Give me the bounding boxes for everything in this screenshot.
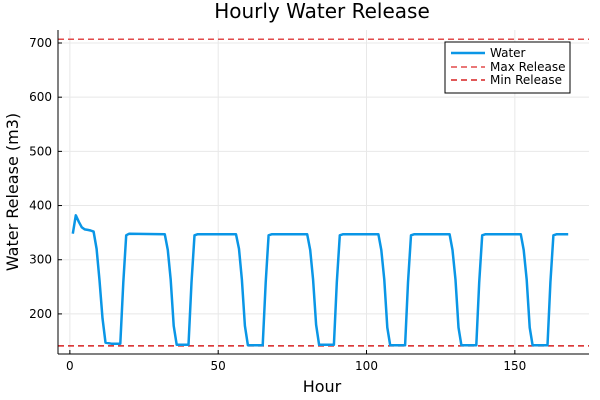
y-tick-label: 200 bbox=[29, 307, 52, 321]
legend: Water Max Release Min Release bbox=[444, 41, 571, 94]
tick-labels: 0 50 100 150 200 300 400 500 600 700 bbox=[29, 36, 526, 373]
legend-label-max-release: Max Release bbox=[490, 60, 566, 74]
y-tick-label: 600 bbox=[29, 90, 52, 104]
x-tick-label: 100 bbox=[355, 359, 378, 373]
series-layer bbox=[71, 214, 569, 347]
x-tick-label: 150 bbox=[503, 359, 526, 373]
axes-layer bbox=[57, 30, 589, 355]
y-tick-label: 300 bbox=[29, 253, 52, 267]
chart-title: Hourly Water Release bbox=[214, 0, 430, 23]
y-tick-label: 500 bbox=[29, 144, 52, 158]
x-axis-label: Hour bbox=[303, 377, 342, 396]
x-tick-label: 50 bbox=[211, 359, 226, 373]
y-axis-label: Water Release (m3) bbox=[3, 113, 22, 271]
y-tick-label: 400 bbox=[29, 199, 52, 213]
legend-label-min-release: Min Release bbox=[490, 73, 562, 87]
water-series-line bbox=[71, 214, 569, 347]
x-tick-label: 0 bbox=[66, 359, 74, 373]
y-tick-label: 700 bbox=[29, 36, 52, 50]
legend-label-water: Water bbox=[490, 46, 526, 60]
